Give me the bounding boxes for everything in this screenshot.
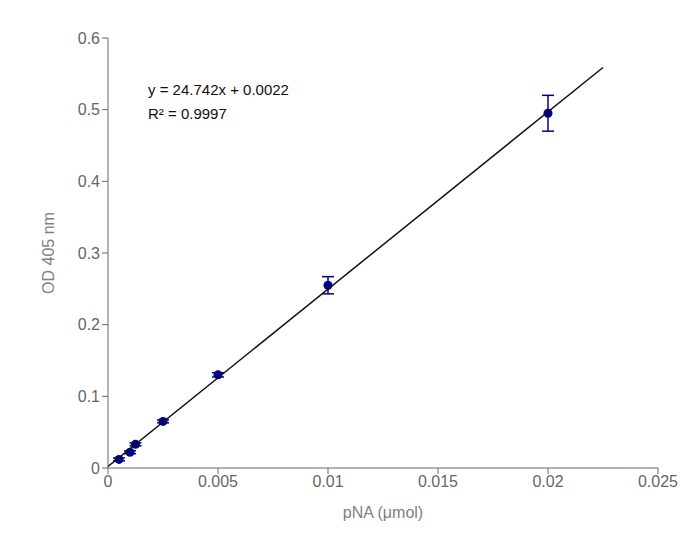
svg-text:0.005: 0.005 (198, 473, 238, 490)
svg-text:OD 405 nm: OD 405 nm (40, 212, 57, 294)
svg-text:0.4: 0.4 (78, 173, 100, 190)
html-text:R² = 0.9997: R² = 0.9997 (148, 105, 227, 122)
svg-text:0.2: 0.2 (78, 316, 100, 333)
svg-text:0: 0 (91, 460, 100, 477)
svg-text:0.6: 0.6 (78, 30, 100, 47)
svg-text:0.5: 0.5 (78, 101, 100, 118)
svg-text:0.015: 0.015 (418, 473, 458, 490)
svg-text:0.01: 0.01 (312, 473, 343, 490)
html-text:y = 24.742x + 0.0022: y = 24.742x + 0.0022 (148, 81, 289, 98)
svg-text:0: 0 (104, 473, 113, 490)
svg-text:0.1: 0.1 (78, 388, 100, 405)
svg-text:0.3: 0.3 (78, 245, 100, 262)
svg-text:pNA (μmol): pNA (μmol) (343, 504, 423, 521)
svg-text:0.025: 0.025 (638, 473, 678, 490)
svg-text:0.02: 0.02 (532, 473, 563, 490)
